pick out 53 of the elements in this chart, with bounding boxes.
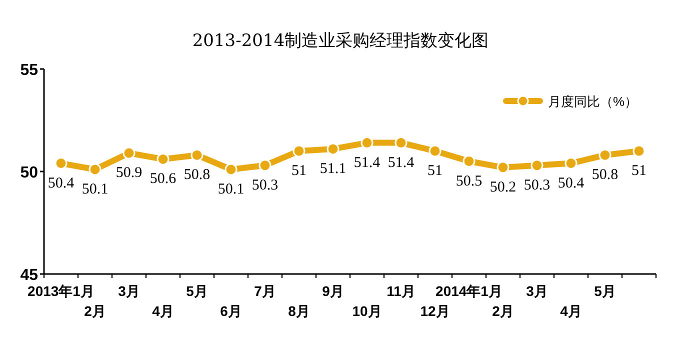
data-label: 50.5 xyxy=(456,173,482,190)
x-tick-label: 11月 xyxy=(386,283,416,299)
point xyxy=(530,159,544,172)
point xyxy=(224,163,238,176)
data-label: 50.4 xyxy=(48,175,75,192)
x-tick-label: 4月 xyxy=(560,303,582,319)
data-label: 50.2 xyxy=(490,179,516,196)
data-label: 50.3 xyxy=(252,177,278,194)
data-label: 50.1 xyxy=(82,181,108,198)
point xyxy=(122,146,136,160)
data-label: 51 xyxy=(632,163,646,179)
data-label: 50.3 xyxy=(524,177,550,194)
x-tick-label: 5月 xyxy=(186,283,208,299)
point xyxy=(428,144,442,158)
x-tick-label: 3月 xyxy=(118,283,140,299)
data-label: 50.9 xyxy=(116,165,142,182)
x-tick-label: 7月 xyxy=(254,283,276,299)
x-tick-label: 2月 xyxy=(84,303,106,319)
data-label: 51.1 xyxy=(320,160,346,177)
x-tick-label: 12月 xyxy=(420,303,450,319)
data-label: 51.4 xyxy=(388,154,415,171)
data-label: 51 xyxy=(292,163,306,179)
data-label: 50.8 xyxy=(592,167,618,184)
point xyxy=(292,144,306,158)
x-tick-label: 6月 xyxy=(220,303,242,319)
point xyxy=(258,159,272,172)
data-label: 51.4 xyxy=(354,154,381,171)
data-label: 51 xyxy=(428,163,442,179)
data-label: 50.8 xyxy=(184,167,210,184)
x-tick-label: 2014年1月 xyxy=(436,283,502,299)
point xyxy=(88,163,102,176)
x-tick-label: 4月 xyxy=(152,303,174,319)
y-tick-label: 50 xyxy=(20,164,38,182)
x-tick-label: 8月 xyxy=(288,303,310,319)
point xyxy=(496,161,510,174)
point xyxy=(598,148,612,162)
data-label: 50.6 xyxy=(150,171,177,188)
x-tick-label: 3月 xyxy=(526,283,548,299)
point xyxy=(632,144,646,158)
x-tick-label: 5月 xyxy=(594,283,616,299)
point xyxy=(326,142,340,156)
x-tick-label: 9月 xyxy=(322,283,344,299)
x-tick-label: 10月 xyxy=(352,303,382,319)
legend-label: 月度同比（%） xyxy=(548,94,638,109)
chart-title: 2013-2014制造业采购经理指数变化图 xyxy=(192,31,489,51)
point xyxy=(190,148,204,162)
y-tick-label: 45 xyxy=(20,267,38,284)
data-label: 50.1 xyxy=(218,181,244,198)
x-tick-label: 2月 xyxy=(492,303,514,319)
x-tick-label: 2013年1月 xyxy=(28,283,94,299)
point xyxy=(462,155,476,168)
data-label: 50.4 xyxy=(558,175,585,192)
y-tick-label: 55 xyxy=(20,62,38,79)
